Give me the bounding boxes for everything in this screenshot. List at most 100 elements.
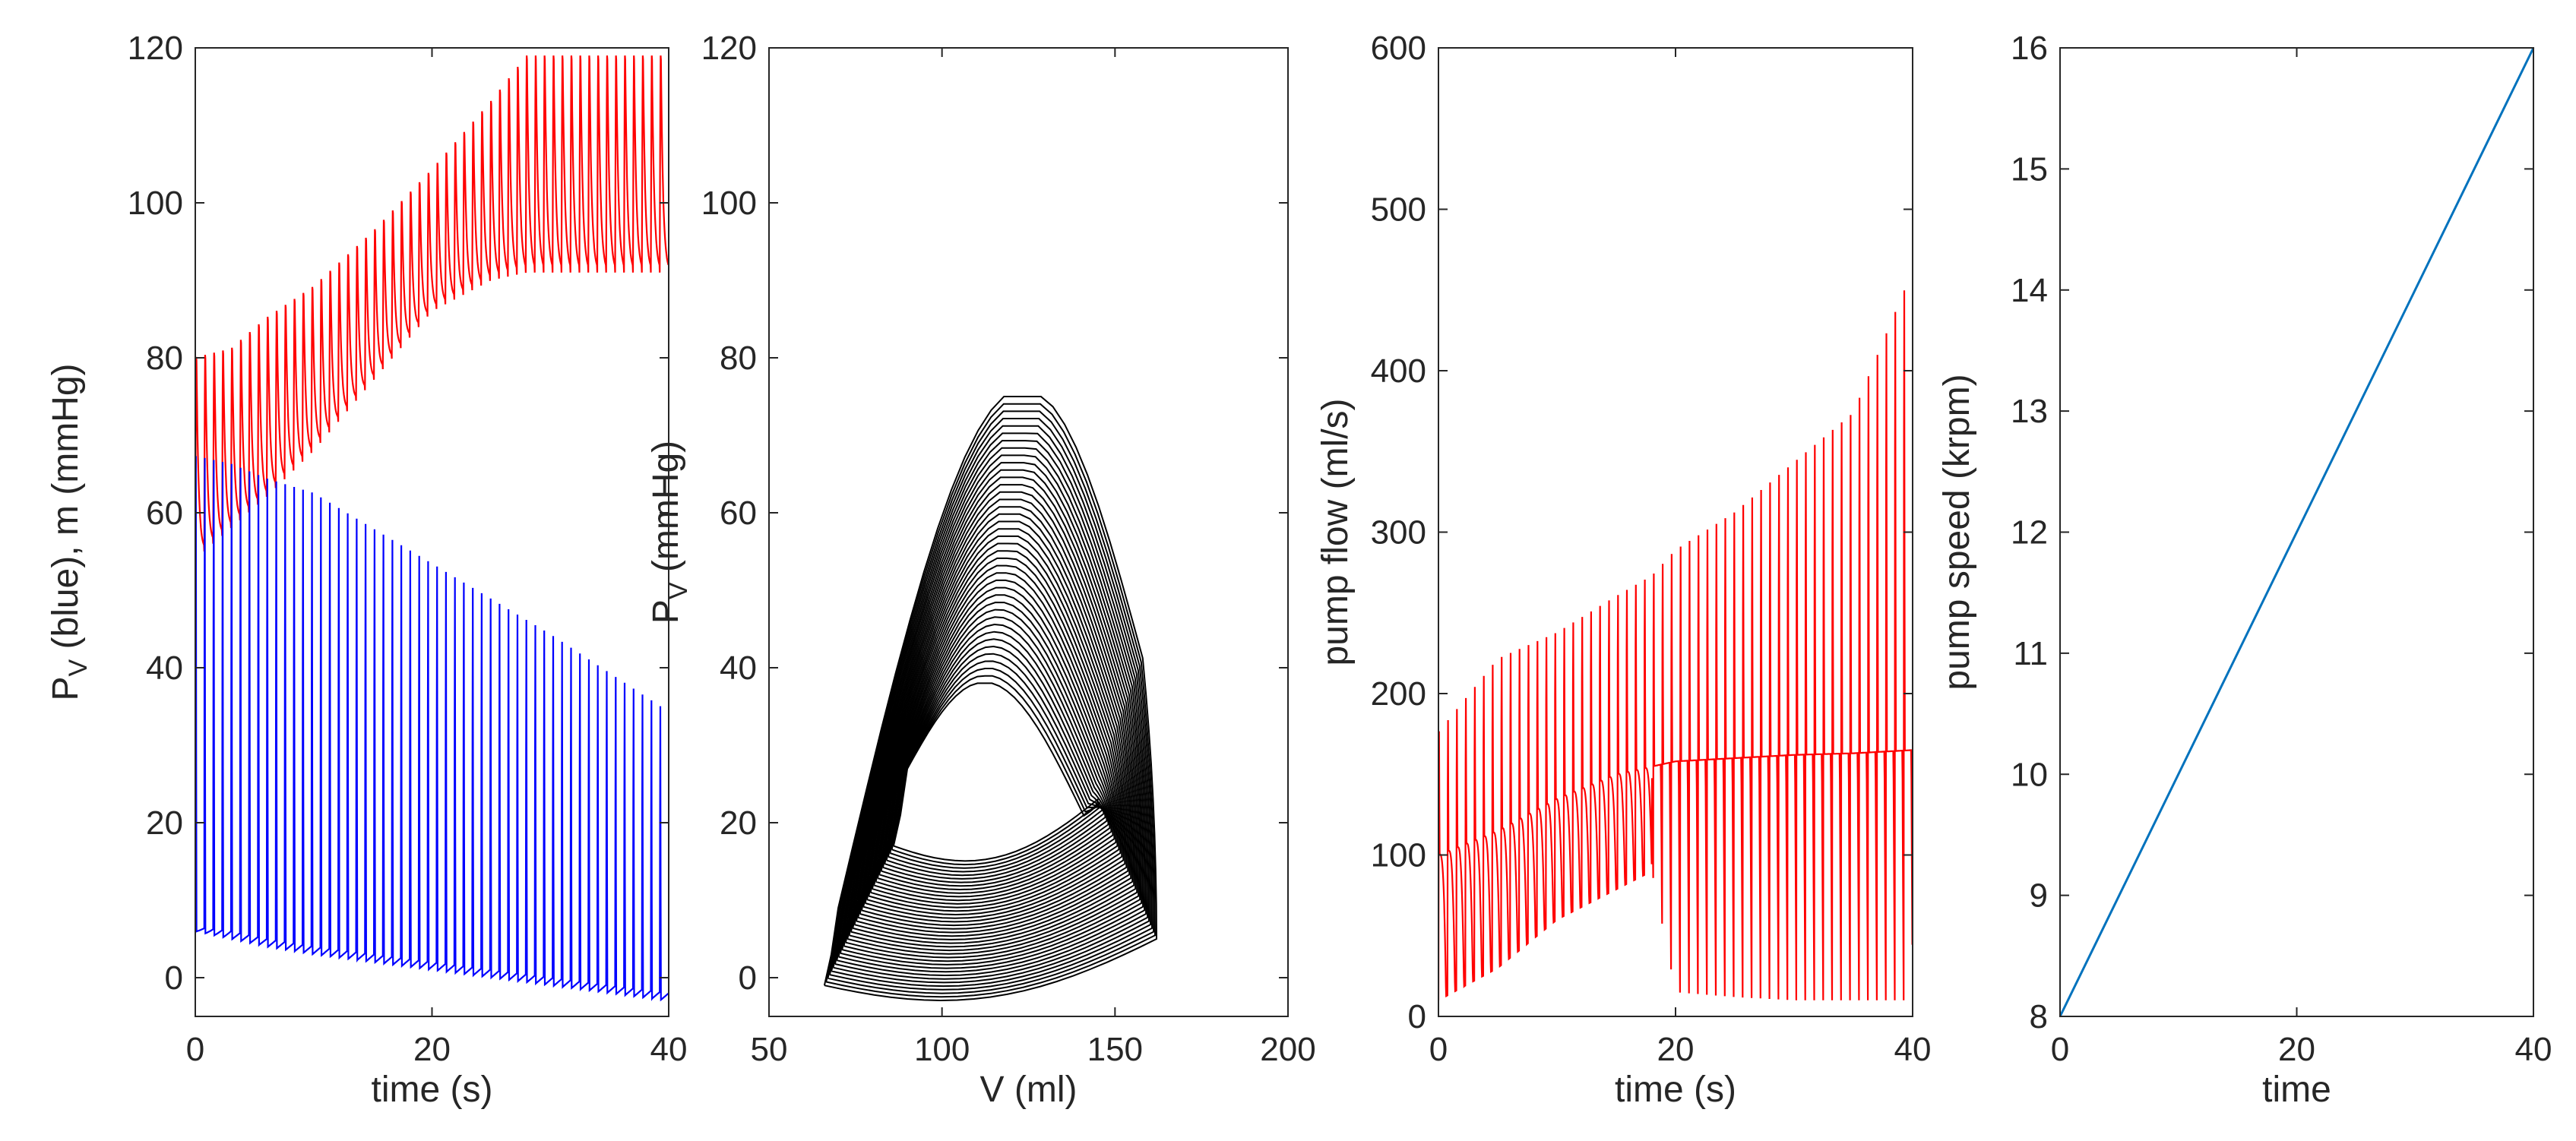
- x-tick-label: 0: [186, 1031, 204, 1068]
- y-tick-label: 8: [2030, 998, 2048, 1035]
- x-axis-label: time (s): [372, 1070, 493, 1110]
- y-tick-label: 80: [720, 340, 757, 377]
- pv-loop: [889, 668, 1102, 869]
- pv-loop: [825, 403, 1157, 998]
- y-tick-label: 120: [128, 30, 183, 67]
- pv-loop: [828, 418, 1154, 991]
- pv-loop: [847, 491, 1138, 955]
- y-tick-label: 0: [1408, 998, 1426, 1035]
- pv-loop: [862, 557, 1125, 923]
- x-tick-label: 0: [1429, 1031, 1448, 1068]
- pv-loop: [868, 579, 1120, 912]
- x-axis-label: V (ml): [980, 1070, 1078, 1110]
- pv-loop: [878, 623, 1111, 891]
- y-axis-label-rest: (mmHg): [646, 441, 686, 583]
- y-tick-label: 12: [2011, 514, 2048, 552]
- y-tick-label: 13: [2011, 393, 2048, 430]
- pv-loop: [852, 513, 1134, 944]
- y-tick-label: 100: [128, 185, 183, 222]
- x-tick-label: 40: [2515, 1031, 2552, 1068]
- y-axis-label-rest: (blue), m (mmHg): [46, 363, 86, 659]
- y-tick-label: 100: [1371, 837, 1426, 874]
- x-tick-label: 20: [2278, 1031, 2315, 1068]
- y-tick-label: 0: [739, 959, 757, 997]
- pv-loop: [873, 601, 1116, 902]
- y-tick-label: 16: [2011, 30, 2048, 67]
- pv-loop: [831, 425, 1152, 988]
- y-tick-label: 11: [2013, 635, 2048, 672]
- y-axis-label: PV (mmHg): [646, 441, 693, 624]
- y-axis-label-main: P: [646, 599, 686, 624]
- x-tick-label: 40: [1894, 1031, 1932, 1068]
- y-tick-label: 15: [2011, 150, 2048, 188]
- x-tick-label: 100: [914, 1031, 970, 1068]
- y-tick-label: 300: [1371, 514, 1426, 552]
- y-axis-label-subscript: V: [664, 582, 693, 599]
- y-tick-label: 120: [701, 30, 757, 67]
- pv-loop: [841, 469, 1143, 966]
- pv-loop: [880, 631, 1109, 887]
- x-tick-label: 200: [1260, 1031, 1315, 1068]
- pv-loop: [875, 608, 1114, 898]
- y-tick-label: 60: [146, 495, 183, 532]
- series-flow-line: [1438, 290, 1913, 1000]
- pv-loop: [850, 506, 1135, 948]
- x-axis-label: time: [2262, 1070, 2331, 1110]
- x-tick-label: 150: [1087, 1031, 1143, 1068]
- y-axis-label: pump flow (ml/s): [1315, 398, 1356, 665]
- pv-loop: [881, 638, 1108, 883]
- pv-loop: [823, 396, 1158, 1002]
- x-tick-label: 40: [650, 1031, 688, 1068]
- x-axis-label: time (s): [1615, 1070, 1736, 1110]
- x-tick-label: 20: [1657, 1031, 1695, 1068]
- y-tick-label: 20: [720, 804, 757, 842]
- y-tick-label: 200: [1371, 675, 1426, 713]
- pv-loop: [843, 476, 1141, 962]
- pv-loop: [857, 535, 1129, 934]
- pv-loop: [884, 645, 1106, 880]
- pv-loop: [834, 440, 1149, 980]
- y-axis-label: pump speed (krpm): [1937, 374, 1977, 690]
- pv-loop: [853, 520, 1132, 940]
- y-axis-label: PV (blue), m (mmHg): [46, 363, 93, 700]
- y-tick-label: 10: [2011, 756, 2048, 793]
- series-blue-line: [195, 456, 669, 1002]
- y-tick-label: 14: [2011, 272, 2048, 309]
- pv-loop: [837, 454, 1146, 973]
- pv-loop: [869, 586, 1119, 909]
- y-tick-label: 80: [146, 340, 183, 377]
- y-tick-label: 9: [2030, 877, 2048, 915]
- y-tick-label: 40: [720, 650, 757, 687]
- pv-loop: [892, 682, 1099, 862]
- pv-loop: [827, 410, 1155, 994]
- x-tick-label: 50: [751, 1031, 788, 1068]
- y-axis-label-main: P: [46, 677, 86, 701]
- series-speed-line: [2059, 47, 2535, 1017]
- pv-loop: [887, 660, 1103, 873]
- series-red-line: [195, 55, 669, 560]
- x-tick-label: 0: [2051, 1031, 2069, 1068]
- pv-loop: [855, 528, 1131, 937]
- y-tick-label: 0: [165, 959, 183, 997]
- pv-loop: [836, 447, 1147, 977]
- panel-4: 0 20 40 8 9 10 11 12 13 14 15 16 time pump speed (krp…: [1937, 30, 2552, 1110]
- pv-loop: [871, 594, 1117, 905]
- pv-loop: [866, 572, 1122, 916]
- pv-loop: [844, 484, 1140, 959]
- y-tick-label: 500: [1371, 191, 1426, 229]
- panel-2: 50 100 150 200 0 20 40 60 80 100 120 V (ml) PV (mmHg…: [646, 30, 1316, 1110]
- pv-loop: [885, 653, 1105, 877]
- y-axis-label-subscript: V: [64, 659, 93, 677]
- pv-loop: [839, 462, 1144, 969]
- pv-loop: [891, 675, 1101, 866]
- y-tick-label: 40: [146, 650, 183, 687]
- pv-loop: [832, 432, 1150, 984]
- pv-loop: [864, 564, 1123, 919]
- pv-loop: [859, 542, 1128, 930]
- y-tick-label: 20: [146, 804, 183, 842]
- x-tick-label: 20: [413, 1031, 451, 1068]
- y-tick-label: 400: [1371, 352, 1426, 390]
